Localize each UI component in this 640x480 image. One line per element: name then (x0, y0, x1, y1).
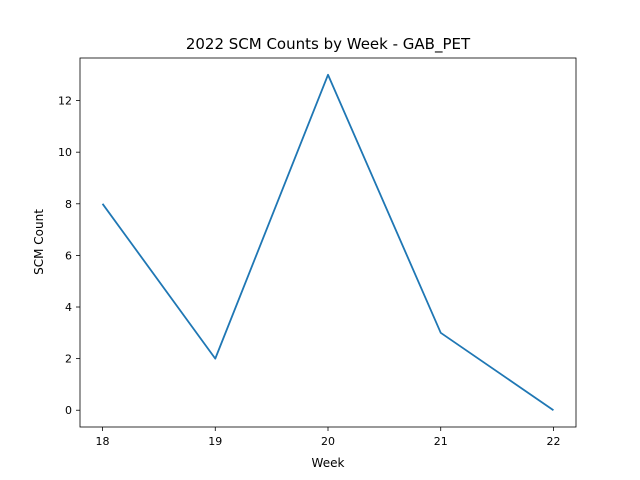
y-tick-label: 6 (65, 249, 72, 262)
y-tick-label: 12 (58, 95, 72, 108)
chart-title: 2022 SCM Counts by Week - GAB_PET (186, 35, 471, 54)
y-tick-label: 0 (65, 404, 72, 417)
plot-area: 18 19 20 21 22 0 2 4 6 8 10 12 (58, 57, 577, 448)
x-axis-label: Week (312, 456, 345, 470)
x-tick-label: 20 (321, 435, 335, 448)
y-tick-label: 4 (65, 301, 72, 314)
x-tick-label: 19 (208, 435, 222, 448)
x-tick-label: 21 (434, 435, 448, 448)
x-tick-label: 18 (96, 435, 110, 448)
y-tick-label: 8 (65, 198, 72, 211)
plot-frame (79, 57, 577, 428)
series-line (101, 73, 554, 411)
y-axis-label: SCM Count (32, 209, 46, 275)
y-tick-label: 10 (58, 146, 72, 159)
y-tick-label: 2 (65, 353, 72, 366)
x-tick-label: 22 (546, 435, 560, 448)
